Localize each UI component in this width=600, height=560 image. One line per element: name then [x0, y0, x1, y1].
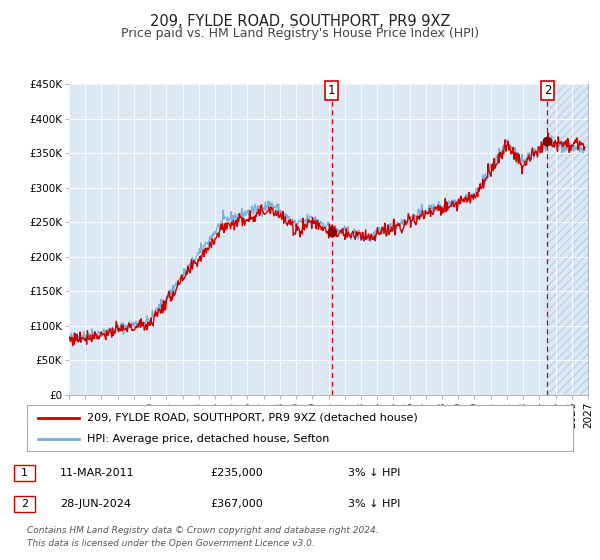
Text: 209, FYLDE ROAD, SOUTHPORT, PR9 9XZ (detached house): 209, FYLDE ROAD, SOUTHPORT, PR9 9XZ (det…: [87, 413, 418, 423]
Text: Price paid vs. HM Land Registry's House Price Index (HPI): Price paid vs. HM Land Registry's House …: [121, 27, 479, 40]
Text: 3% ↓ HPI: 3% ↓ HPI: [348, 499, 400, 509]
Text: HPI: Average price, detached house, Sefton: HPI: Average price, detached house, Seft…: [87, 435, 329, 444]
Text: 209, FYLDE ROAD, SOUTHPORT, PR9 9XZ: 209, FYLDE ROAD, SOUTHPORT, PR9 9XZ: [150, 14, 450, 29]
Text: £367,000: £367,000: [210, 499, 263, 509]
Text: This data is licensed under the Open Government Licence v3.0.: This data is licensed under the Open Gov…: [27, 539, 315, 548]
Text: 11-MAR-2011: 11-MAR-2011: [60, 468, 134, 478]
Text: 2: 2: [544, 84, 551, 97]
Text: 1: 1: [21, 468, 28, 478]
Text: Contains HM Land Registry data © Crown copyright and database right 2024.: Contains HM Land Registry data © Crown c…: [27, 526, 379, 535]
Text: 1: 1: [328, 84, 335, 97]
Text: 2: 2: [21, 499, 28, 509]
Text: £235,000: £235,000: [210, 468, 263, 478]
Text: 3% ↓ HPI: 3% ↓ HPI: [348, 468, 400, 478]
Text: 28-JUN-2024: 28-JUN-2024: [60, 499, 131, 509]
